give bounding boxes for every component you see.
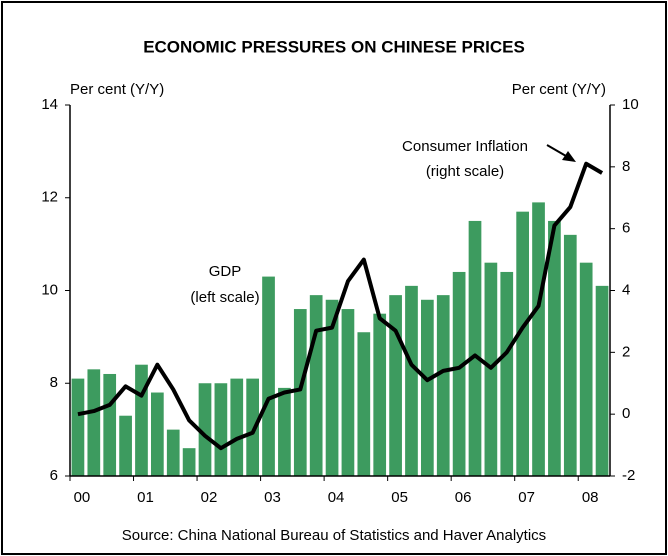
bar — [166, 429, 180, 476]
y2-tick-label: 4 — [622, 281, 630, 298]
bar — [119, 415, 132, 476]
y-tick-label: 8 — [50, 374, 58, 391]
x-tick-label: 08 — [582, 489, 599, 506]
line — [77, 161, 604, 451]
bar — [468, 220, 482, 476]
y-tick-label: 10 — [41, 281, 58, 298]
bar — [452, 271, 466, 476]
y2-axis-label: Per cent (Y/Y) — [512, 81, 606, 98]
bar — [421, 299, 434, 476]
bar — [214, 383, 228, 476]
bar — [405, 285, 418, 476]
bar — [516, 211, 529, 476]
source: Source: China National Bureau of Statist… — [122, 527, 546, 544]
bar — [182, 448, 196, 476]
x-tick-label: 05 — [391, 489, 408, 506]
bar — [563, 234, 577, 476]
bar — [357, 332, 371, 476]
bar — [293, 309, 307, 476]
x-tick-label: 06 — [455, 489, 472, 506]
bar — [532, 202, 545, 476]
bar — [341, 309, 355, 476]
x-tick-label: 03 — [264, 489, 281, 506]
y2-tick-label: 10 — [622, 96, 639, 113]
annotation: Consumer Inflation — [402, 138, 528, 155]
bar — [579, 262, 593, 476]
x-tick-label: 04 — [328, 489, 345, 506]
annotation: (right scale) — [426, 163, 504, 180]
y2-tick-label: 0 — [622, 405, 630, 422]
bar — [373, 313, 387, 476]
bar — [246, 378, 259, 476]
chart-title: ECONOMIC PRESSURES ON CHINESE PRICES — [143, 37, 525, 56]
bar — [135, 364, 148, 476]
x-tick-label: 02 — [201, 489, 218, 506]
bar — [389, 295, 402, 476]
y-axis-label: Per cent (Y/Y) — [70, 81, 164, 98]
bar — [103, 373, 117, 476]
arrow — [546, 144, 576, 162]
x-tick-label: 00 — [74, 489, 91, 506]
bar — [436, 295, 450, 476]
y-tick-label: 12 — [41, 189, 58, 206]
bar — [325, 299, 339, 476]
bar — [151, 392, 164, 476]
y2-tick-label: 8 — [622, 158, 630, 175]
y2-tick-label: 6 — [622, 220, 630, 237]
bar — [548, 220, 561, 476]
bar — [87, 369, 101, 476]
y2-tick-label: 2 — [622, 343, 630, 360]
bar — [595, 285, 609, 476]
y-tick-label: 6 — [50, 467, 58, 484]
x-tick-label: 01 — [137, 489, 154, 506]
x-tick-label: 07 — [518, 489, 535, 506]
bar — [71, 378, 85, 476]
bar — [278, 387, 291, 476]
bar — [309, 295, 323, 476]
bar — [262, 276, 275, 476]
bar — [230, 378, 244, 476]
bar — [500, 271, 514, 476]
y2-tick-label: -2 — [622, 467, 635, 484]
bar — [198, 383, 212, 476]
annotation: GDP — [209, 263, 242, 280]
y-tick-label: 14 — [41, 96, 58, 113]
annotation: (left scale) — [190, 289, 259, 306]
